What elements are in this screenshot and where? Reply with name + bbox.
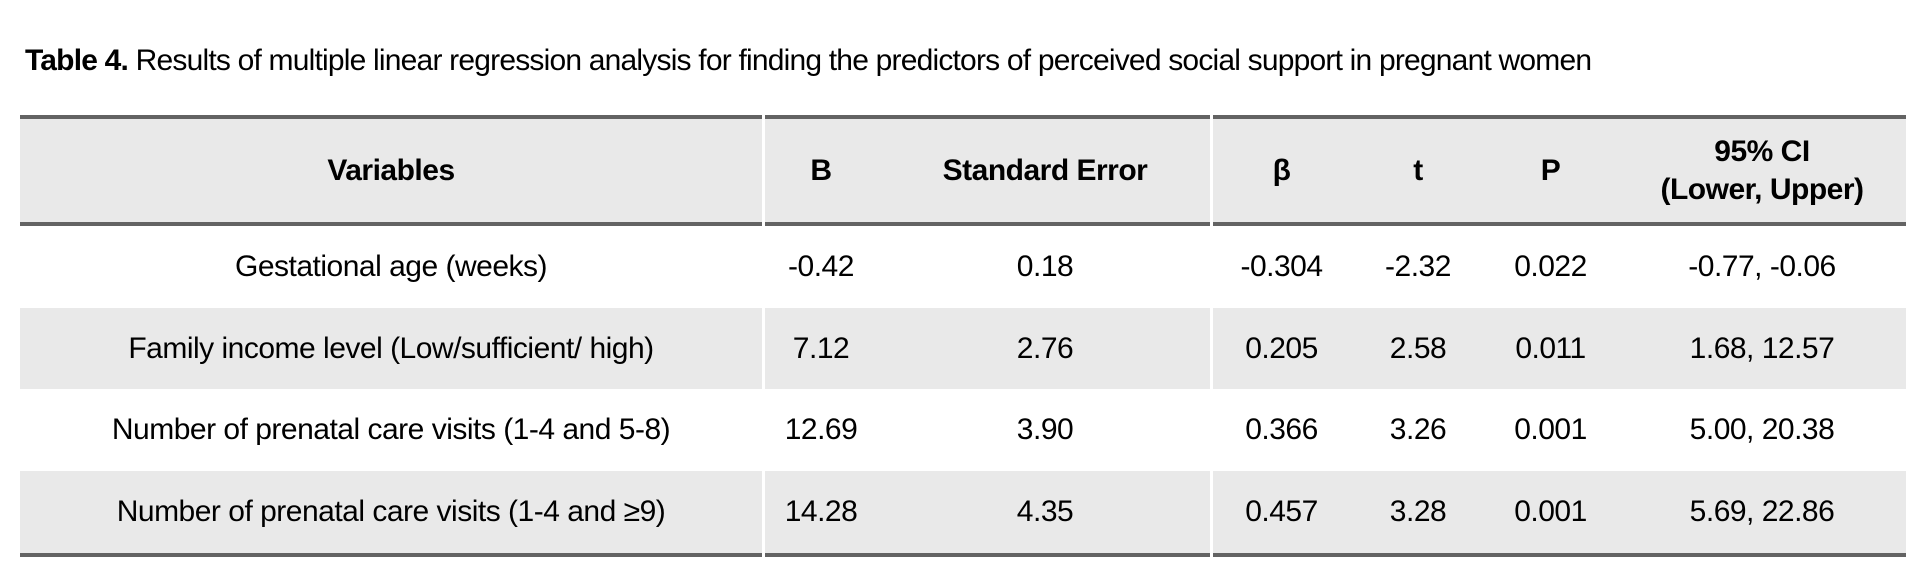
cell-p: 0.001 — [1514, 413, 1587, 447]
column-header-b: B — [810, 153, 832, 187]
column-header-ci: 95% CI (Lower, Upper) — [1618, 133, 1906, 208]
cell-b: 14.28 — [784, 495, 858, 529]
cell-beta: 0.205 — [1245, 331, 1318, 365]
cell-b: -0.42 — [788, 250, 854, 284]
cell-variable: Number of prenatal care visits (1-4 and … — [116, 495, 666, 529]
cell-t: 3.26 — [1389, 413, 1447, 447]
cell-ci: -0.77, -0.06 — [1688, 250, 1836, 284]
column-header-p: P — [1540, 153, 1561, 187]
regression-table: Variables B Standard Error β t P 95% CI … — [20, 115, 1906, 557]
table-row: Number of prenatal care visits (1-4 and … — [20, 471, 1906, 553]
cell-beta: 0.457 — [1245, 495, 1318, 529]
cell-p: 0.022 — [1514, 250, 1587, 284]
column-group-divider — [762, 115, 765, 557]
cell-se: 4.35 — [1016, 495, 1074, 529]
table-caption-label: Table 4. — [25, 44, 129, 77]
cell-variable: Family income level (Low/sufficient/ hig… — [128, 331, 654, 365]
column-header-t: t — [1413, 153, 1423, 187]
cell-b: 12.69 — [784, 413, 858, 447]
table-bottom-rule — [20, 553, 1906, 557]
cell-t: 3.28 — [1389, 495, 1447, 529]
cell-t: 2.58 — [1389, 331, 1447, 365]
column-header-beta: β — [1272, 153, 1291, 187]
cell-se: 2.76 — [1016, 331, 1074, 365]
column-header-standard-error: Standard Error — [942, 153, 1148, 187]
cell-ci: 5.69, 22.86 — [1689, 495, 1835, 529]
cell-variable: Number of prenatal care visits (1-4 and … — [111, 413, 671, 447]
table-row: Gestational age (weeks) -0.42 0.18 -0.30… — [20, 226, 1906, 308]
cell-se: 3.90 — [1016, 413, 1074, 447]
ci-header-line2: (Lower, Upper) — [1660, 172, 1864, 206]
cell-b: 7.12 — [792, 331, 850, 365]
cell-ci: 5.00, 20.38 — [1689, 413, 1835, 447]
table-row: Family income level (Low/sufficient/ hig… — [20, 308, 1906, 389]
table-top-rule — [20, 115, 1906, 119]
table-header-row: Variables B Standard Error β t P 95% CI … — [20, 119, 1906, 222]
column-header-variables: Variables — [327, 153, 455, 187]
column-group-divider — [1210, 115, 1213, 557]
cell-variable: Gestational age (weeks) — [235, 250, 548, 284]
ci-header-line1: 95% CI — [1714, 135, 1810, 168]
cell-t: -2.32 — [1385, 250, 1451, 284]
cell-se: 0.18 — [1016, 250, 1074, 284]
cell-p: 0.001 — [1514, 495, 1587, 529]
table-header-rule — [20, 222, 1906, 226]
cell-beta: 0.366 — [1245, 413, 1318, 447]
cell-ci: 1.68, 12.57 — [1689, 331, 1835, 365]
table-caption-text: Results of multiple linear regression an… — [128, 44, 1592, 77]
table-row: Number of prenatal care visits (1-4 and … — [20, 389, 1906, 471]
cell-p: 0.011 — [1515, 331, 1586, 365]
cell-beta: -0.304 — [1240, 250, 1323, 284]
table-caption: Table 4. Results of multiple linear regr… — [25, 44, 1592, 78]
